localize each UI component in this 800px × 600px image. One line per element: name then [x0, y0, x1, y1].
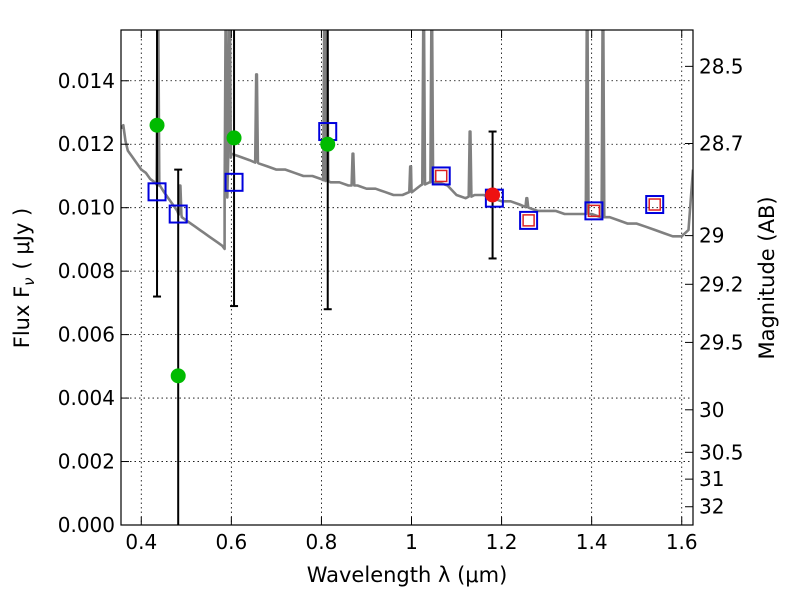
y-tick-label: 0.014	[58, 69, 115, 93]
y2-axis-label: Magnitude (AB)	[755, 196, 779, 359]
grid-lines	[121, 30, 693, 526]
mag-tick-label: 28.5	[699, 54, 744, 78]
plot-frame	[120, 29, 694, 526]
x-tick-label: 1.6	[666, 530, 698, 554]
x-tick-label: 0.8	[306, 530, 338, 554]
mag-tick-label: 29	[699, 224, 724, 248]
x-tick-label: 1	[405, 530, 418, 554]
y-tick-label: 0.012	[58, 132, 115, 156]
x-tick-label: 1.4	[576, 530, 608, 554]
red-data-point	[485, 187, 501, 203]
x-axis-label: Wavelength λ (μm)	[307, 563, 508, 587]
data-marks	[147, 117, 665, 384]
red-square-marker	[648, 198, 661, 211]
red-square-marker	[587, 204, 601, 218]
blue-square-marker	[584, 201, 604, 221]
blue-square-marker	[645, 195, 665, 215]
y-tick-label: 0.000	[58, 513, 115, 537]
x-tick-label: 1.2	[486, 530, 518, 554]
blue-square-marker	[168, 204, 188, 224]
x-tick-label: 0.4	[125, 530, 157, 554]
mag-tick-label: 30.5	[699, 440, 744, 464]
mag-tick-label: 31	[699, 467, 724, 491]
mag-tick-label: 30	[699, 398, 724, 422]
blue-square-marker	[224, 172, 244, 192]
green-data-point	[226, 130, 242, 146]
mag-tick-label: 28.7	[699, 132, 744, 156]
red-square-marker	[434, 169, 448, 183]
blue-square-marker	[431, 166, 451, 186]
y-tick-label: 0.006	[58, 323, 115, 347]
y-axis-label: Flux Fν ( μJy )	[10, 208, 38, 349]
y-tick-label: 0.004	[58, 386, 115, 410]
y-axis-label-main: Flux F	[10, 286, 34, 348]
blue-square-marker	[147, 182, 167, 202]
red-square-marker	[522, 214, 535, 227]
y-tick-label: 0.002	[58, 450, 115, 474]
green-data-point	[170, 368, 186, 384]
sed-model-curve	[121, 30, 693, 251]
axis-ticks: 0.4 0.6 0.8 1 1.2 1.4 1.6 0.000 0.002 0.004 0.006 0…	[58, 30, 744, 554]
blue-square-marker	[519, 210, 539, 230]
y-tick-label: 0.010	[58, 196, 115, 220]
mag-tick-label: 29.2	[699, 272, 744, 296]
plot-area	[121, 30, 693, 525]
green-data-point	[320, 136, 336, 152]
y-axis-label-unit: ( μJy )	[10, 208, 34, 270]
y-axis-label-sub: ν	[20, 277, 38, 285]
y-tick-label: 0.008	[58, 259, 115, 283]
mag-tick-label: 32	[699, 495, 724, 519]
mag-tick-label: 29.5	[699, 330, 744, 354]
green-data-point	[149, 117, 165, 133]
x-tick-label: 0.6	[215, 530, 247, 554]
